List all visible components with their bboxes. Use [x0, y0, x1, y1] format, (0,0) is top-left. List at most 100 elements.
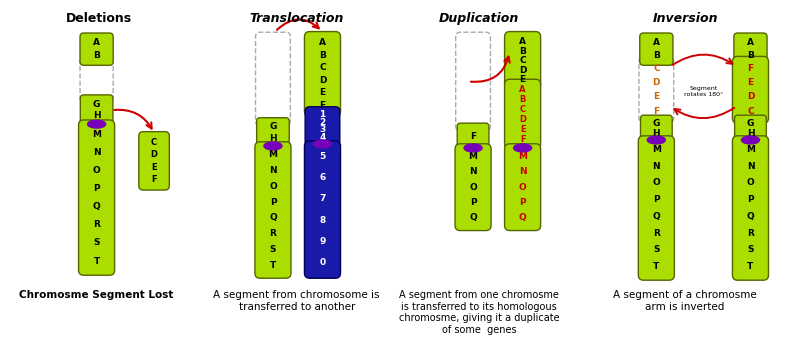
Text: S: S — [270, 245, 276, 254]
Text: M: M — [269, 150, 278, 159]
Text: B: B — [747, 51, 754, 60]
Text: T: T — [747, 262, 754, 271]
Text: Inversion: Inversion — [652, 12, 718, 25]
Text: A: A — [747, 39, 754, 48]
Text: B: B — [93, 51, 100, 60]
Text: A segment from chromosome is
transferred to another: A segment from chromosome is transferred… — [214, 290, 380, 312]
Text: N: N — [746, 162, 754, 171]
Text: M: M — [518, 152, 527, 161]
FancyBboxPatch shape — [641, 115, 672, 141]
Text: E: E — [519, 75, 526, 84]
FancyBboxPatch shape — [80, 95, 113, 125]
Text: E: E — [319, 88, 326, 97]
FancyBboxPatch shape — [305, 32, 341, 116]
Text: N: N — [653, 162, 660, 171]
Text: O: O — [269, 182, 277, 191]
FancyBboxPatch shape — [255, 32, 290, 126]
Text: F: F — [747, 64, 754, 73]
FancyBboxPatch shape — [305, 107, 340, 145]
Text: C: C — [151, 138, 157, 147]
Text: H: H — [746, 128, 754, 137]
FancyBboxPatch shape — [733, 57, 769, 123]
Text: H: H — [653, 128, 660, 137]
FancyBboxPatch shape — [505, 79, 541, 149]
Text: R: R — [93, 220, 100, 229]
Text: Q: Q — [746, 212, 754, 221]
Text: B: B — [519, 46, 526, 56]
Text: 6: 6 — [319, 173, 326, 182]
Ellipse shape — [314, 140, 331, 148]
FancyBboxPatch shape — [456, 32, 490, 130]
Text: H: H — [269, 134, 277, 143]
Text: B: B — [519, 95, 526, 104]
Text: P: P — [653, 195, 660, 204]
Text: S: S — [94, 238, 100, 247]
Text: G: G — [270, 122, 277, 132]
FancyBboxPatch shape — [505, 144, 541, 230]
Text: P: P — [270, 198, 276, 206]
Text: Q: Q — [653, 212, 660, 221]
Text: Q: Q — [469, 213, 477, 222]
Text: N: N — [518, 167, 526, 176]
Text: O: O — [518, 183, 526, 192]
Text: F: F — [520, 135, 526, 144]
Text: S: S — [747, 245, 754, 254]
Text: A: A — [519, 85, 526, 94]
Text: S: S — [653, 245, 659, 254]
FancyBboxPatch shape — [638, 136, 674, 280]
Text: G: G — [746, 119, 754, 128]
Text: E: E — [520, 125, 526, 134]
Ellipse shape — [514, 144, 532, 152]
Text: Q: Q — [518, 213, 526, 222]
Text: Q: Q — [93, 202, 101, 211]
Text: A: A — [319, 39, 326, 48]
FancyBboxPatch shape — [734, 115, 766, 141]
FancyBboxPatch shape — [255, 142, 291, 278]
Text: C: C — [319, 63, 326, 72]
Ellipse shape — [264, 142, 282, 150]
Text: M: M — [746, 145, 755, 154]
Text: F: F — [654, 107, 659, 116]
FancyBboxPatch shape — [305, 141, 341, 278]
Text: N: N — [93, 148, 101, 157]
Text: D: D — [318, 76, 326, 85]
Text: 0: 0 — [319, 258, 326, 267]
Text: Segment
rotates 180°: Segment rotates 180° — [684, 86, 723, 97]
Ellipse shape — [464, 144, 482, 152]
Text: O: O — [469, 183, 477, 192]
Text: 3: 3 — [319, 125, 326, 134]
FancyBboxPatch shape — [505, 32, 541, 90]
Text: 4: 4 — [319, 133, 326, 142]
Text: 7: 7 — [319, 194, 326, 203]
Text: E: E — [151, 162, 157, 171]
Text: G: G — [653, 119, 660, 128]
Ellipse shape — [742, 136, 759, 144]
Text: E: E — [654, 92, 659, 101]
Ellipse shape — [87, 120, 106, 128]
Text: O: O — [653, 178, 660, 187]
Text: D: D — [519, 115, 526, 124]
Text: D: D — [519, 66, 526, 75]
Text: E: E — [747, 78, 754, 87]
Text: C: C — [747, 107, 754, 116]
Text: G: G — [93, 100, 100, 109]
Text: F: F — [319, 101, 326, 110]
Text: R: R — [747, 229, 754, 238]
Text: 2: 2 — [319, 118, 326, 127]
Text: N: N — [470, 167, 477, 176]
Text: P: P — [747, 195, 754, 204]
Text: B: B — [653, 51, 660, 60]
Text: F: F — [470, 132, 476, 141]
Text: T: T — [654, 262, 659, 271]
Text: Duplication: Duplication — [439, 12, 519, 25]
Text: P: P — [470, 198, 476, 207]
Text: T: T — [270, 261, 276, 270]
FancyBboxPatch shape — [639, 57, 674, 123]
FancyBboxPatch shape — [640, 33, 673, 65]
Text: O: O — [746, 178, 754, 187]
FancyBboxPatch shape — [139, 132, 170, 190]
FancyBboxPatch shape — [458, 123, 489, 149]
FancyBboxPatch shape — [455, 144, 491, 230]
Text: M: M — [92, 130, 101, 139]
Text: F: F — [151, 175, 157, 184]
